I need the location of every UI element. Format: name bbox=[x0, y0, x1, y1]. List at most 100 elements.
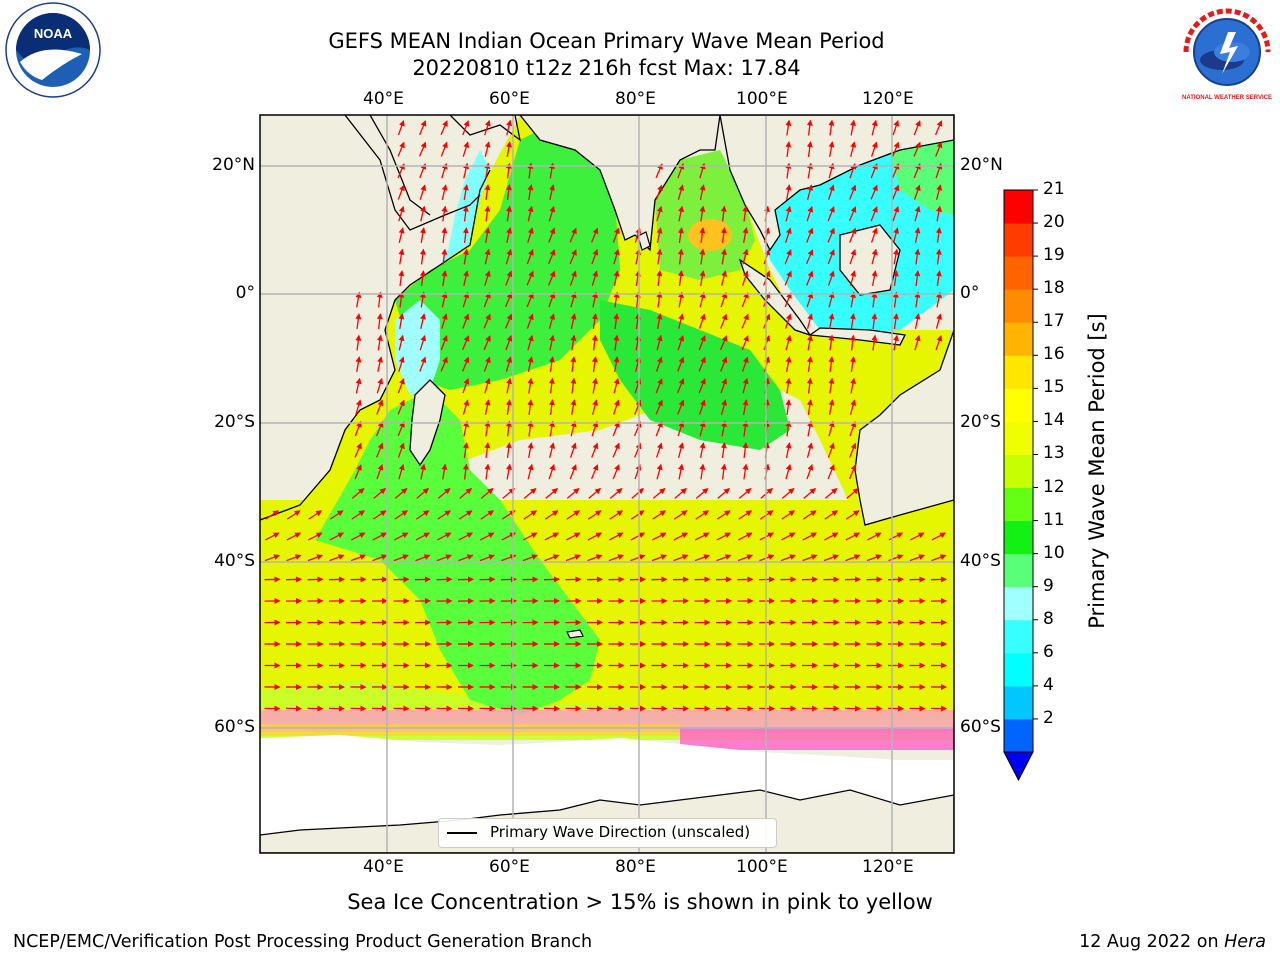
wave-arrow bbox=[419, 291, 426, 308]
wave-arrow bbox=[569, 227, 577, 243]
nws-logo-text: NATIONAL WEATHER SERVICE bbox=[1182, 95, 1272, 101]
wave-arrow bbox=[398, 227, 405, 243]
wave-arrow bbox=[372, 554, 388, 562]
wave-arrow bbox=[350, 554, 366, 562]
wave-arrow bbox=[419, 356, 427, 372]
wave-arrow bbox=[827, 270, 835, 286]
wave-arrow bbox=[397, 421, 405, 437]
footer-credit: NCEP/EMC/Verification Post Processing Pr… bbox=[13, 932, 593, 952]
wave-arrow bbox=[849, 442, 857, 458]
wave-arrow bbox=[699, 184, 706, 200]
colorbar-segment bbox=[1004, 322, 1033, 356]
colorbar-tick-label: 4 bbox=[1043, 674, 1054, 695]
wave-arrow bbox=[613, 291, 620, 308]
wave-arrow bbox=[870, 184, 878, 200]
wave-arrow bbox=[802, 554, 818, 562]
wave-arrow bbox=[483, 356, 491, 372]
wave-arrow bbox=[441, 205, 448, 222]
wave-arrow bbox=[741, 335, 749, 351]
wave-arrow bbox=[462, 248, 469, 265]
wave-arrow bbox=[827, 464, 835, 480]
wave-arrow bbox=[506, 377, 512, 394]
wave-arrow bbox=[867, 532, 882, 541]
wave-arrow bbox=[608, 554, 624, 562]
wave-arrow bbox=[462, 141, 470, 157]
wave-arrow bbox=[935, 334, 943, 351]
wave-arrow bbox=[677, 184, 685, 200]
wave-arrow bbox=[677, 334, 685, 351]
wave-arrow bbox=[415, 510, 430, 520]
wave-arrow bbox=[699, 270, 706, 286]
wave-arrow bbox=[936, 205, 942, 222]
wave-arrow bbox=[720, 399, 728, 415]
wave-arrow bbox=[329, 532, 345, 541]
wave-arrow bbox=[398, 270, 405, 287]
wave-arrow bbox=[652, 532, 667, 541]
noaa-logo: NOAA bbox=[5, 2, 101, 98]
wave-arrow bbox=[828, 119, 835, 136]
wave-arrow bbox=[849, 420, 857, 437]
wave-arrow bbox=[440, 335, 448, 351]
wave-arrow bbox=[351, 532, 366, 541]
wave-arrow bbox=[570, 399, 577, 415]
wave-arrow bbox=[570, 291, 577, 308]
wave-arrow bbox=[505, 248, 513, 265]
wave-arrow bbox=[506, 119, 512, 136]
wave-arrow bbox=[355, 313, 362, 330]
lat-label-left-0: 0° bbox=[235, 283, 255, 303]
wave-arrow bbox=[420, 463, 426, 480]
wave-arrow bbox=[742, 248, 749, 265]
wave-arrow bbox=[806, 356, 813, 373]
wave-arrow bbox=[870, 227, 878, 243]
wave-arrow bbox=[480, 488, 494, 499]
wave-arrow bbox=[677, 442, 685, 458]
wave-arrow bbox=[588, 488, 602, 499]
footer-date: 12 Aug 2022 on Hera bbox=[1079, 932, 1266, 952]
wave-arrow bbox=[570, 313, 577, 329]
wave-arrow bbox=[656, 270, 663, 287]
wave-arrow bbox=[505, 420, 512, 437]
wave-arrow bbox=[505, 356, 513, 372]
colorbar-segment bbox=[1004, 487, 1033, 522]
wave-arrow bbox=[785, 119, 792, 136]
wave-arrow bbox=[806, 313, 814, 329]
wave-arrow bbox=[802, 510, 817, 520]
wave-arrow bbox=[587, 510, 602, 520]
lat-label-left-20n: 20°N bbox=[212, 155, 255, 175]
wave-arrow bbox=[398, 463, 405, 480]
wave-arrow bbox=[716, 510, 731, 520]
wave-arrow bbox=[784, 249, 792, 265]
wave-arrow bbox=[376, 399, 384, 415]
wave-arrow bbox=[892, 119, 900, 136]
wave-arrow bbox=[462, 356, 470, 372]
wave-arrow bbox=[484, 184, 491, 201]
wave-arrow bbox=[824, 510, 839, 520]
wave-arrow bbox=[871, 119, 878, 136]
wave-arrow bbox=[828, 377, 835, 394]
wave-arrow bbox=[742, 399, 749, 415]
wave-arrow bbox=[720, 205, 727, 222]
wave-arrow bbox=[505, 442, 512, 459]
colorbar-segment bbox=[1004, 223, 1033, 257]
wave-arrow bbox=[548, 377, 555, 394]
wave-arrow bbox=[354, 464, 362, 480]
wave-arrow bbox=[655, 421, 663, 437]
wave-arrow bbox=[523, 488, 537, 499]
java-borneo bbox=[808, 224, 906, 346]
wave-arrow bbox=[566, 510, 581, 520]
lon-label-top-80: 80°E bbox=[615, 89, 656, 109]
wave-arrow bbox=[544, 510, 559, 520]
wave-arrow bbox=[823, 554, 839, 562]
wave-arrow bbox=[698, 356, 706, 372]
lat-label-left-20s: 20°S bbox=[214, 412, 255, 432]
wave-arrow bbox=[652, 510, 667, 520]
sumatra bbox=[738, 258, 812, 337]
wave-arrow bbox=[355, 356, 362, 373]
lon-label-bottom-100: 100°E bbox=[736, 857, 788, 877]
colorbar-frame bbox=[1003, 189, 1034, 753]
wave-arrow bbox=[376, 442, 384, 458]
wave-arrow bbox=[479, 554, 495, 562]
wave-arrow bbox=[394, 510, 409, 520]
wave-arrow bbox=[935, 270, 942, 287]
